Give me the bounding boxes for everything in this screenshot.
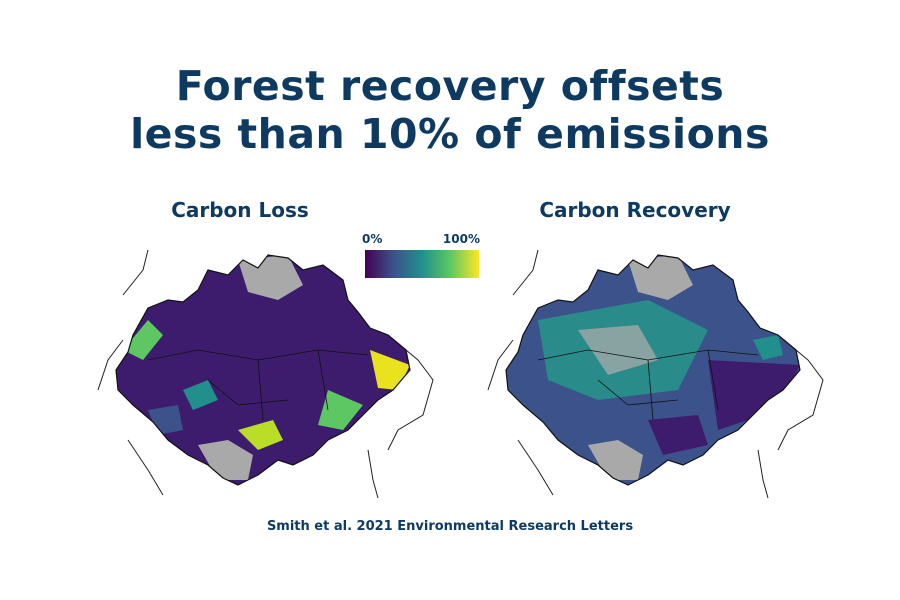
subbasin-lines [537,349,759,421]
low-recovery-east [708,360,800,430]
carbon-recovery-map [487,249,824,499]
legend-min-label: 0% [362,232,383,246]
page-title: Forest recovery offsets less than 10% of… [0,62,900,158]
high-loss-south [238,420,283,450]
non-forest-south [198,440,253,480]
recovery-northeast [753,335,783,360]
non-forest-south [588,440,643,480]
high-loss-west [123,320,163,360]
basin-outline [115,254,411,486]
low-recovery-south [648,415,708,455]
mid-loss-southwest [148,405,183,435]
title-line-2: less than 10% of emissions [130,110,770,158]
high-loss-east [370,350,410,390]
legend-max-label: 100% [442,232,480,246]
mid-loss-center [183,380,218,410]
basin-outline [505,254,801,486]
carbon-recovery-heading: Carbon Recovery [539,198,731,222]
subbasin-lines [147,349,369,421]
carbon-loss-heading: Carbon Loss [171,198,309,222]
title-line-1: Forest recovery offsets [175,62,725,110]
legend-colorbar [365,250,479,278]
citation-credit: Smith et al. 2021 Environmental Research… [266,519,634,534]
non-forest-mixed [578,325,658,375]
color-legend: 0% 100% [362,232,480,278]
country-borders [487,249,824,499]
carbon-loss-map [97,249,434,499]
country-borders [97,249,434,499]
high-loss-southeast [318,390,363,430]
